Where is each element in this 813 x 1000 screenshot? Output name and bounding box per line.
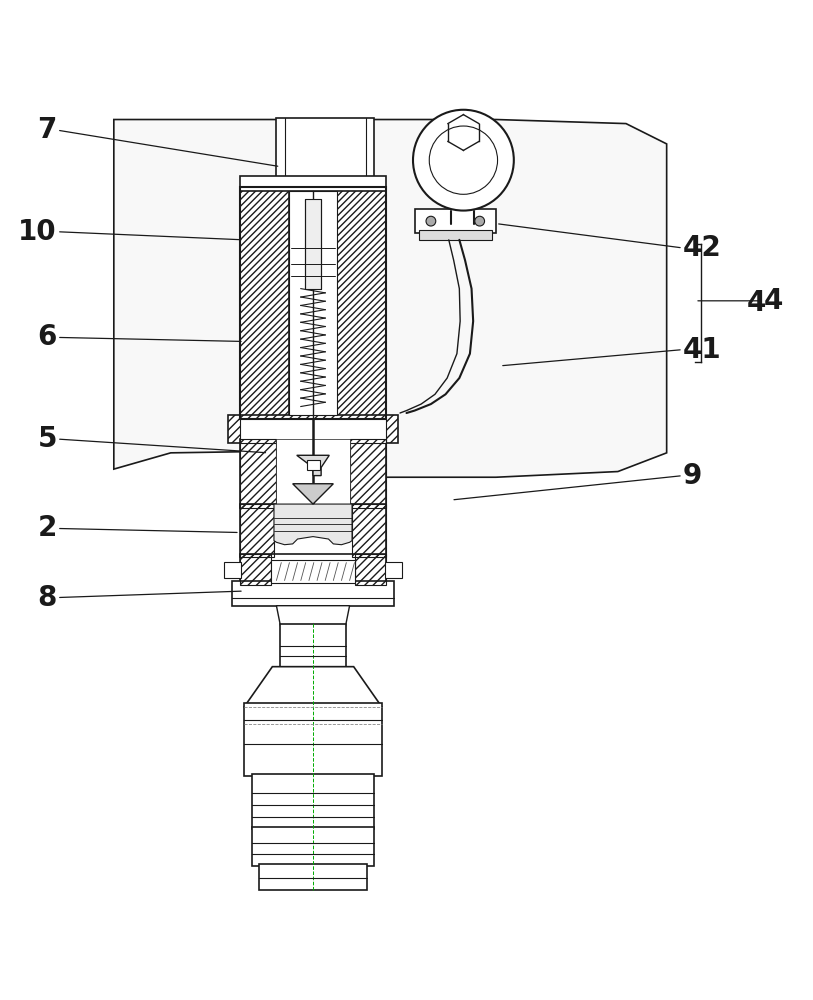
Bar bbox=[240, 439, 276, 508]
Polygon shape bbox=[114, 120, 667, 477]
Bar bbox=[232, 581, 394, 606]
Bar bbox=[385, 562, 402, 578]
Bar bbox=[276, 118, 374, 187]
Bar bbox=[240, 176, 386, 191]
Bar bbox=[415, 209, 496, 233]
Bar bbox=[337, 187, 386, 419]
Bar bbox=[240, 419, 386, 443]
Circle shape bbox=[413, 110, 514, 211]
Text: 10: 10 bbox=[18, 218, 57, 246]
Circle shape bbox=[475, 216, 485, 226]
Text: 4: 4 bbox=[746, 289, 766, 317]
Bar bbox=[240, 187, 289, 419]
Bar bbox=[289, 191, 337, 415]
Text: 8: 8 bbox=[37, 584, 57, 612]
Bar bbox=[240, 187, 386, 419]
Bar bbox=[252, 827, 374, 866]
Polygon shape bbox=[274, 504, 352, 545]
Bar bbox=[355, 554, 386, 585]
Bar bbox=[305, 199, 321, 289]
Text: 5: 5 bbox=[37, 425, 57, 453]
Bar bbox=[307, 460, 320, 470]
Text: 7: 7 bbox=[37, 116, 57, 144]
Text: 41: 41 bbox=[683, 336, 722, 364]
Text: 4: 4 bbox=[764, 287, 784, 315]
Text: 9: 9 bbox=[683, 462, 702, 490]
Bar bbox=[240, 504, 386, 557]
Text: 42: 42 bbox=[683, 234, 722, 262]
Bar bbox=[240, 504, 274, 557]
Polygon shape bbox=[276, 606, 350, 626]
Bar bbox=[419, 230, 492, 240]
Bar bbox=[280, 624, 346, 667]
Text: 6: 6 bbox=[37, 323, 57, 351]
Text: 2: 2 bbox=[37, 514, 57, 542]
Bar bbox=[228, 415, 398, 443]
Bar bbox=[224, 562, 241, 578]
Bar bbox=[259, 864, 367, 890]
Bar bbox=[240, 439, 386, 508]
Circle shape bbox=[426, 216, 436, 226]
Bar bbox=[240, 554, 386, 585]
Bar bbox=[252, 774, 374, 829]
Bar bbox=[350, 439, 386, 508]
Bar bbox=[271, 560, 355, 583]
Bar bbox=[244, 703, 382, 776]
Polygon shape bbox=[244, 667, 382, 707]
Polygon shape bbox=[297, 455, 329, 476]
Bar bbox=[276, 439, 350, 508]
Polygon shape bbox=[293, 484, 333, 504]
Bar bbox=[352, 504, 386, 557]
Bar bbox=[240, 554, 271, 585]
